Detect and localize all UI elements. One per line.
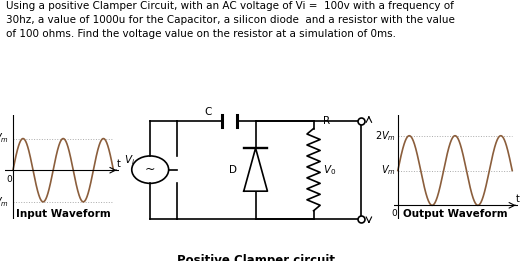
Text: 0: 0: [6, 175, 12, 184]
Text: $-V_m$: $-V_m$: [0, 195, 9, 209]
Text: $V_i$: $V_i$: [124, 153, 135, 167]
Text: D: D: [229, 165, 237, 175]
Text: $V_m$: $V_m$: [381, 164, 396, 177]
Text: ~: ~: [145, 163, 155, 176]
Text: 0: 0: [392, 210, 397, 218]
Text: C: C: [204, 107, 212, 117]
Text: Positive Clamper circuit: Positive Clamper circuit: [177, 254, 335, 261]
Text: t: t: [516, 194, 520, 204]
Text: t: t: [116, 159, 121, 169]
Text: $V_m$: $V_m$: [0, 132, 9, 145]
Text: Output Waveform: Output Waveform: [403, 209, 508, 219]
Text: $V_0$: $V_0$: [323, 163, 336, 176]
Polygon shape: [243, 148, 267, 191]
Text: Input Waveform: Input Waveform: [16, 209, 111, 219]
Text: $2V_m$: $2V_m$: [375, 129, 396, 143]
Text: R: R: [323, 116, 330, 126]
Text: Using a positive Clamper Circuit, with an AC voltage of Vi =  100v with a freque: Using a positive Clamper Circuit, with a…: [6, 1, 455, 39]
